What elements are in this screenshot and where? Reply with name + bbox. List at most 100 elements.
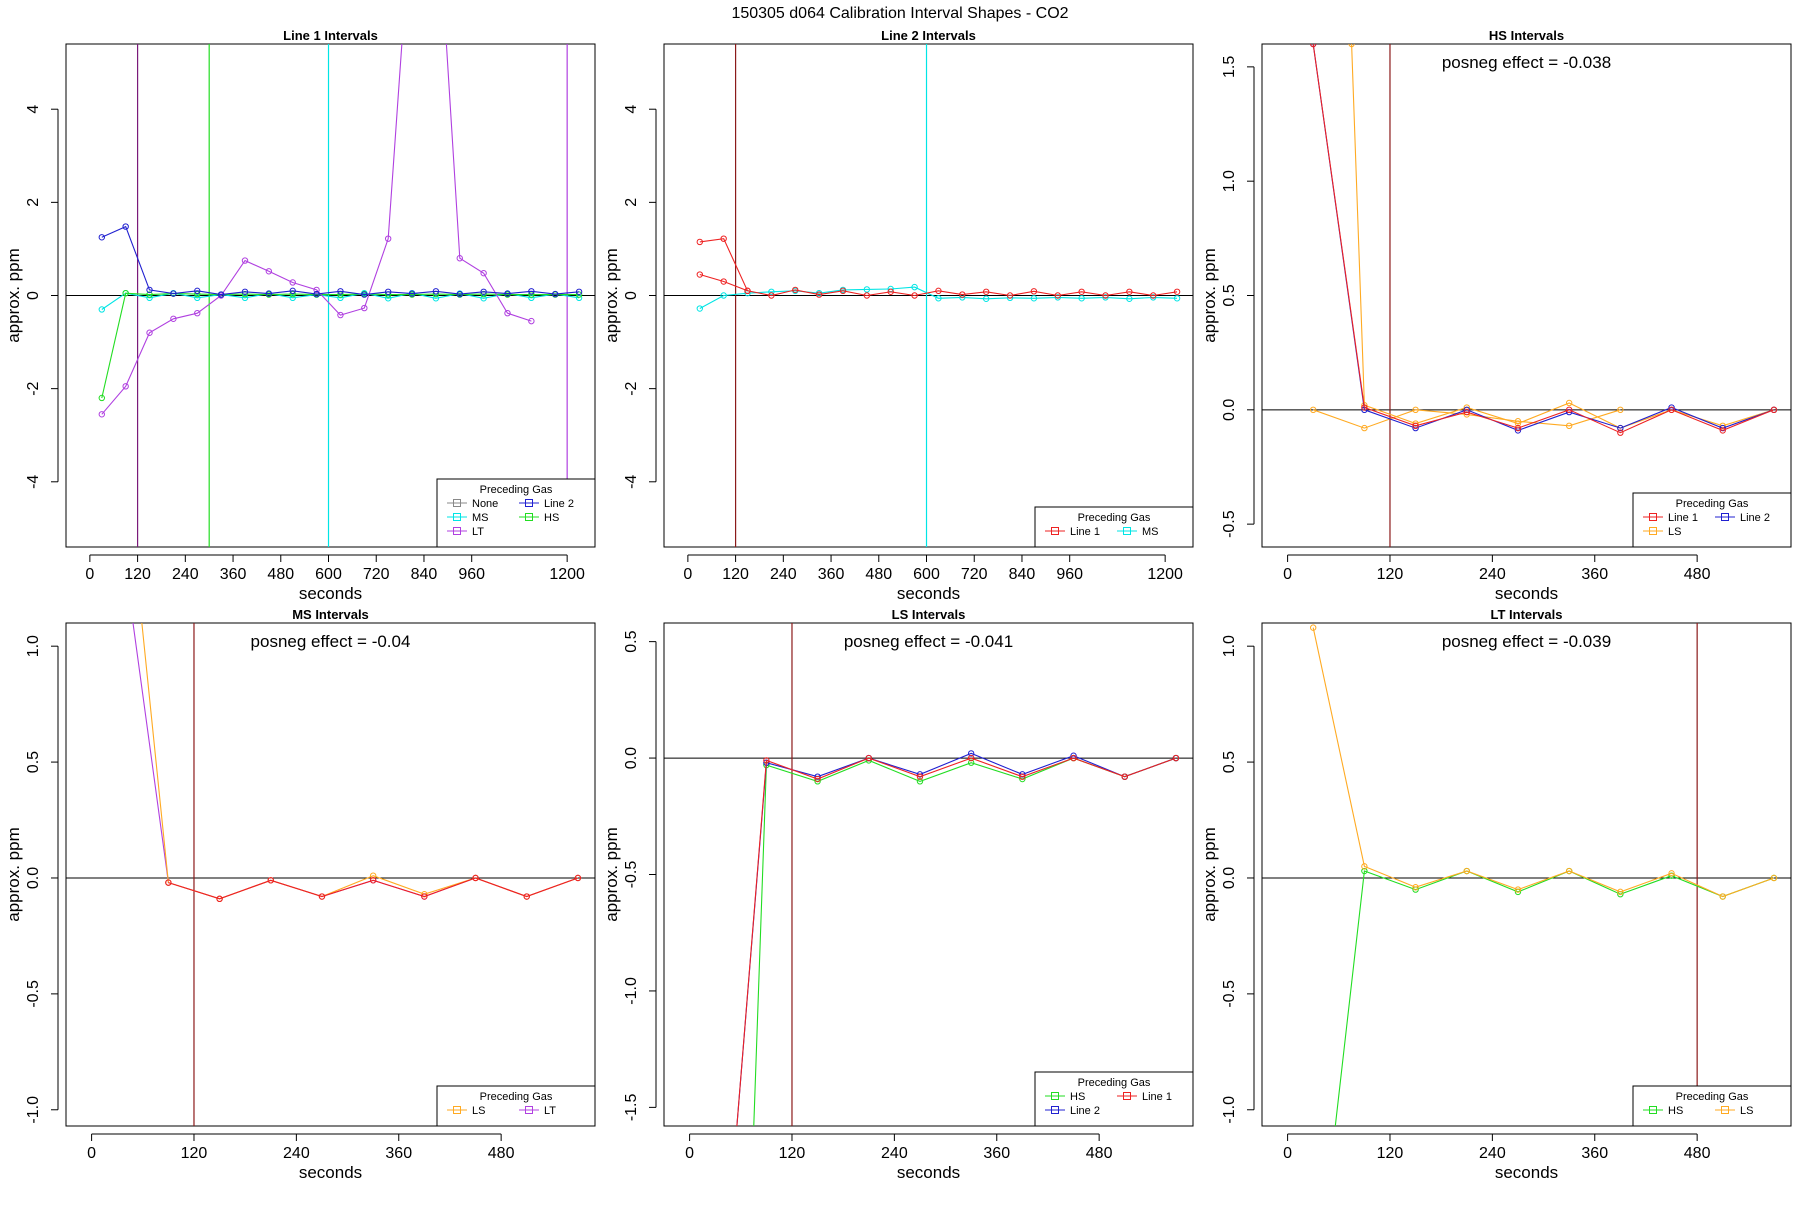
data-point xyxy=(241,257,249,264)
y-tick-label: 0.5 xyxy=(25,751,42,773)
data-point xyxy=(1102,292,1109,299)
series-line-ls xyxy=(1351,44,1775,429)
data-point xyxy=(959,291,966,298)
x-axis-label: seconds xyxy=(1495,584,1558,603)
legend-label: LS xyxy=(1668,526,1681,538)
legend-swatch-marker xyxy=(453,513,461,521)
y-tick-label: 0.5 xyxy=(623,630,640,652)
data-point xyxy=(1078,288,1085,295)
y-axis-label: approx. ppm xyxy=(1200,248,1219,343)
data-point xyxy=(98,394,105,402)
data-point xyxy=(122,289,129,297)
x-tick-label: 120 xyxy=(1377,566,1404,583)
x-tick-label: 120 xyxy=(181,1145,208,1162)
data-point xyxy=(1361,867,1368,875)
series-line-ls xyxy=(1312,627,1775,898)
plot-frame xyxy=(1261,43,1792,548)
data-point xyxy=(472,874,479,882)
data-point xyxy=(916,773,924,780)
series-line-line-1 xyxy=(699,238,1178,297)
plot-area xyxy=(1262,623,1791,1126)
data-point xyxy=(1150,292,1157,299)
panel-title: LT Intervals xyxy=(1490,607,1562,622)
data-point xyxy=(1565,399,1573,407)
data-point xyxy=(982,288,990,295)
x-tick-label: 240 xyxy=(881,1145,908,1162)
x-tick-label: 0 xyxy=(1283,566,1292,583)
plot-area xyxy=(664,623,1193,1133)
legend-label: LT xyxy=(472,526,484,538)
data-point xyxy=(241,294,249,302)
data-point xyxy=(165,879,172,886)
series-line-lt xyxy=(101,44,532,415)
data-point xyxy=(1617,429,1624,436)
data-point xyxy=(734,1128,739,1133)
legend-swatch-marker xyxy=(453,499,461,507)
legend-box xyxy=(1632,1085,1792,1127)
legend-label: Line 2 xyxy=(544,498,574,510)
data-point xyxy=(216,895,223,903)
data-point xyxy=(967,754,975,762)
x-tick-label: 720 xyxy=(961,566,988,583)
data-point xyxy=(194,294,201,302)
data-point xyxy=(456,255,463,262)
y-tick-label: -2 xyxy=(623,381,640,395)
x-axis-label: seconds xyxy=(897,584,960,603)
legend-label: Line 2 xyxy=(1070,1105,1100,1117)
data-point xyxy=(1054,294,1061,301)
legend-label: HS xyxy=(544,512,559,524)
x-axis-label: seconds xyxy=(897,1163,960,1182)
legend-swatch-marker xyxy=(1721,1106,1729,1114)
data-point xyxy=(768,292,775,299)
y-tick-label: 4 xyxy=(25,105,42,114)
panel-title: Line 1 Intervals xyxy=(283,28,378,43)
x-tick-label: 600 xyxy=(315,566,342,583)
x-tick-label: 480 xyxy=(1684,1145,1711,1162)
series-line-line-1 xyxy=(699,273,748,292)
y-tick-label: 0 xyxy=(25,291,42,300)
legend: Preceding Gas HS Line 2 Line 1 xyxy=(1034,1071,1194,1127)
data-point xyxy=(1514,424,1522,432)
data-point xyxy=(361,291,368,298)
data-point xyxy=(1412,422,1419,430)
legend-box xyxy=(1034,1071,1194,1127)
data-point xyxy=(146,291,153,298)
legend: Preceding Gas None MS LT Line 2 HS xyxy=(436,478,596,548)
data-point xyxy=(1006,292,1014,299)
y-axis-label: approx. ppm xyxy=(4,827,23,922)
data-point xyxy=(863,286,871,293)
posneg-annotation: posneg effect = -0.039 xyxy=(1442,632,1611,651)
legend-swatch-marker xyxy=(1649,1106,1657,1114)
data-point xyxy=(384,235,392,242)
legend-label: LS xyxy=(472,1105,485,1117)
legend-swatch-marker xyxy=(453,527,461,535)
legend-label: Line 1 xyxy=(1070,526,1100,538)
data-point xyxy=(432,295,440,302)
data-point xyxy=(313,286,320,294)
data-point xyxy=(1019,773,1026,780)
data-point xyxy=(98,234,105,241)
data-point xyxy=(122,383,129,390)
plot-area xyxy=(66,44,595,547)
data-point xyxy=(146,329,153,336)
data-point xyxy=(265,290,273,297)
data-point xyxy=(289,279,296,286)
x-tick-label: 840 xyxy=(411,566,438,583)
x-tick-label: 1200 xyxy=(1147,566,1183,583)
x-tick-label: 480 xyxy=(488,1145,515,1162)
legend-title: Preceding Gas xyxy=(1078,1077,1151,1089)
x-axis-label: seconds xyxy=(299,1163,362,1182)
chart-panel-3: HS Intervals 0 120 240 360 480 seconds -0.5 0.0 0… xyxy=(1200,28,1792,603)
legend-swatch-marker xyxy=(1123,1092,1131,1100)
data-point xyxy=(865,754,872,762)
legend-label: Line 1 xyxy=(1668,512,1698,524)
data-point xyxy=(194,290,201,298)
data-point xyxy=(1668,870,1675,877)
data-point xyxy=(1565,422,1573,430)
legend-title: Preceding Gas xyxy=(1676,1091,1749,1103)
y-axis-label: approx. ppm xyxy=(4,248,23,343)
x-tick-label: 840 xyxy=(1009,566,1036,583)
data-point xyxy=(1070,754,1077,762)
legend-label: Line 1 xyxy=(1142,1091,1172,1103)
plot-area xyxy=(66,623,595,1126)
